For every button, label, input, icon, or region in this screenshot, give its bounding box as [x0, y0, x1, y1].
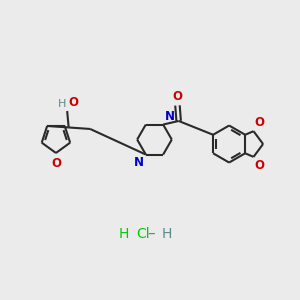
Text: O: O [69, 96, 79, 109]
Text: N: N [134, 156, 144, 169]
Text: O: O [172, 90, 182, 103]
Text: H: H [162, 226, 172, 241]
Text: Cl: Cl [136, 226, 150, 241]
Text: O: O [254, 116, 264, 129]
Text: N: N [165, 110, 175, 123]
Text: O: O [51, 157, 61, 169]
Text: H: H [58, 99, 66, 109]
Text: O: O [254, 159, 264, 172]
Text: –: – [148, 226, 155, 241]
Text: H: H [119, 226, 129, 241]
